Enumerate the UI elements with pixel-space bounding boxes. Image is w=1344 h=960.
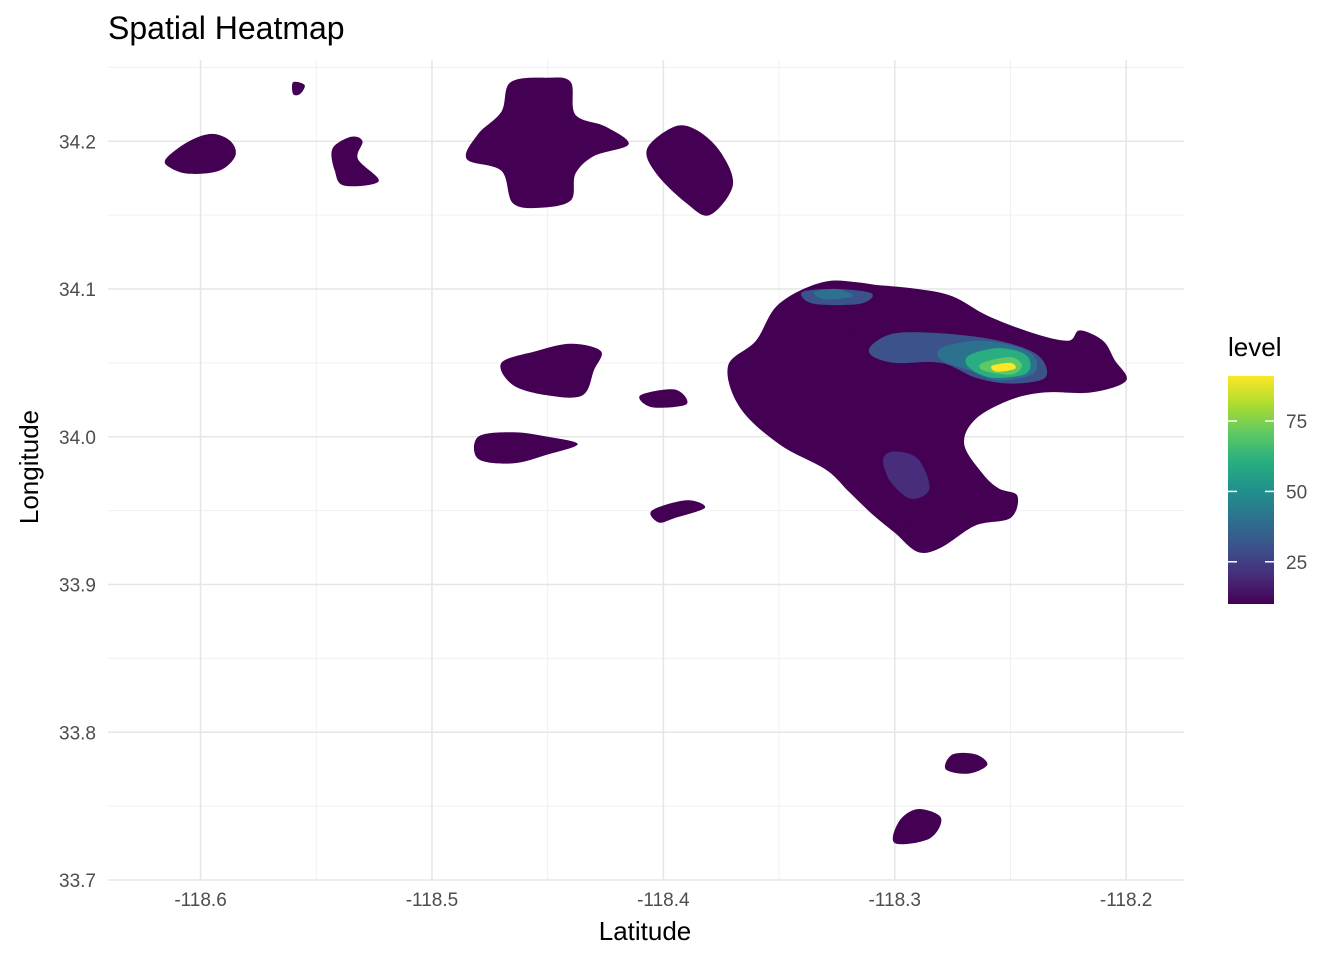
y-tick-label-5: 34.2 (59, 132, 96, 153)
density-region-8 (473, 432, 578, 464)
grid-layer (108, 60, 1184, 881)
x-axis-title: Latitude (599, 916, 692, 946)
legend-colorbar (1228, 376, 1274, 604)
density-region-9 (650, 500, 706, 523)
legend-tick-label-2: 75 (1286, 412, 1307, 433)
legend-title: level (1228, 332, 1282, 362)
density-region-11 (892, 809, 942, 845)
density-region-18 (813, 288, 854, 300)
x-tick-label-1: -118.5 (406, 890, 458, 911)
x-tick-label-3: -118.3 (869, 890, 921, 911)
y-tick-label-4: 34.1 (59, 280, 96, 301)
density-region-22 (991, 362, 1016, 372)
x-tick-label-4: -118.2 (1100, 890, 1152, 911)
density-region-10 (944, 752, 988, 774)
legend-tick-label-0: 25 (1286, 553, 1307, 574)
density-region-4 (646, 125, 734, 216)
density-region-15 (883, 451, 930, 499)
density-region-0 (164, 133, 236, 174)
x-tick-label-2: -118.4 (637, 890, 690, 911)
x-tick-label-0: -118.6 (174, 890, 226, 911)
y-tick-label-1: 33.8 (59, 723, 96, 744)
y-tick-label-0: 33.7 (59, 871, 96, 892)
density-region-7 (639, 389, 688, 408)
legend-tick-label-1: 50 (1286, 482, 1307, 503)
legend-layer: 25 50 75 (1228, 376, 1307, 604)
density-region-2 (331, 136, 379, 187)
density-region-6 (500, 343, 602, 398)
y-tick-label-2: 33.9 (59, 576, 96, 597)
density-region-3 (465, 77, 629, 209)
y-axis-title: Longitude (14, 410, 44, 524)
region-layer (164, 77, 1127, 845)
density-region-1 (291, 81, 305, 96)
axis-layer: -118.6 -118.5 -118.4 -118.3 -118.2 33.7 33.8 33… (59, 132, 1152, 911)
density-region-5 (702, 182, 729, 201)
page-title: Spatial Heatmap (108, 10, 345, 46)
y-tick-label-3: 34.0 (59, 428, 96, 449)
density-region-13 (787, 333, 838, 364)
